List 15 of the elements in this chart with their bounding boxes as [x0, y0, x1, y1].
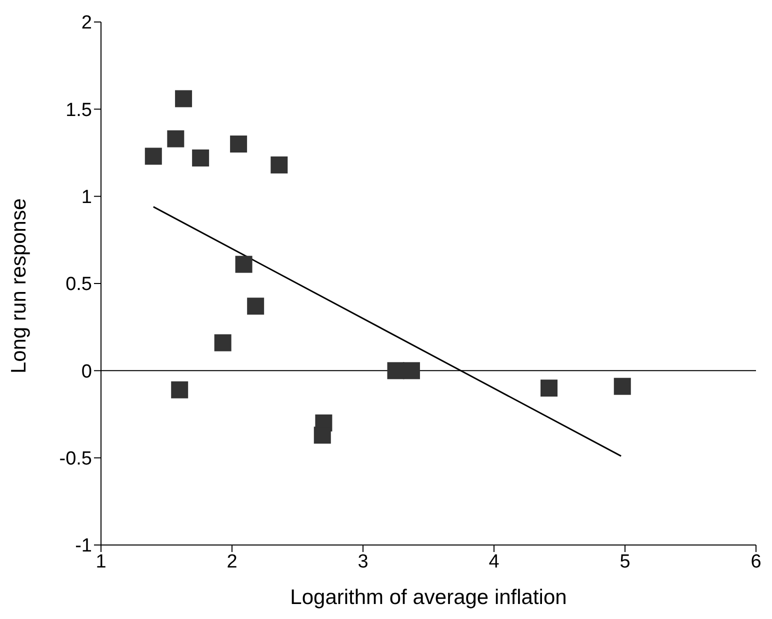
y-tick-label: 0.5 [66, 274, 92, 296]
x-tick-label: 6 [750, 551, 762, 572]
y-axis-title: Long run response [7, 198, 30, 374]
y-tick-label: 1 [81, 187, 92, 208]
y-tick-label: 0 [81, 361, 92, 382]
x-tick-label: 3 [358, 551, 368, 572]
x-tick-label: 4 [488, 551, 500, 572]
y-tick-label: -1 [75, 536, 92, 557]
y-tick-label: -0.5 [59, 448, 92, 470]
x-tick-label: 2 [226, 551, 238, 572]
x-tick-label: 5 [620, 551, 630, 572]
x-axis-title: Logarithm of average inflation [290, 586, 567, 609]
x-tick-label: 1 [96, 551, 106, 572]
y-tick-label: 1.5 [66, 100, 92, 121]
y-tick-label: 2 [81, 12, 92, 34]
